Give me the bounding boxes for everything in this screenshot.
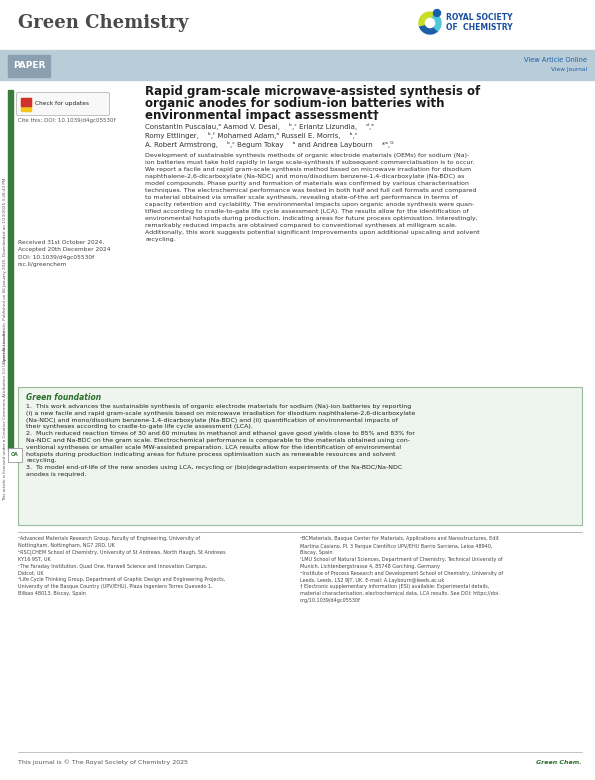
Text: View Journal: View Journal <box>551 66 587 72</box>
Circle shape <box>434 9 440 16</box>
Bar <box>8 448 22 462</box>
Text: environmental impact assessment†: environmental impact assessment† <box>145 109 379 122</box>
Text: 1.  This work advances the sustainable synthesis of organic electrode materials : 1. This work advances the sustainable sy… <box>26 404 415 477</box>
Bar <box>21 98 31 106</box>
Bar <box>21 98 31 111</box>
Text: OF  CHEMISTRY: OF CHEMISTRY <box>446 23 513 33</box>
Text: Received 31st October 2024,
Accepted 20th December 2024
DOI: 10.1039/d4gc05530f
: Received 31st October 2024, Accepted 20t… <box>18 240 111 268</box>
Wedge shape <box>419 24 438 34</box>
Bar <box>8 55 50 77</box>
Text: Cite this: DOI: 10.1039/d4gc05530f: Cite this: DOI: 10.1039/d4gc05530f <box>18 118 115 123</box>
Text: Green foundation: Green foundation <box>26 393 101 402</box>
Text: A. Robert Armstrong,    ᵇ,ᶜ Begum Tokay    ᵃ and Andrea Laybourn    *ᵃ,ᴳ: A. Robert Armstrong, ᵇ,ᶜ Begum Tokay ᵃ a… <box>145 141 393 148</box>
FancyBboxPatch shape <box>17 93 109 115</box>
Wedge shape <box>419 12 433 26</box>
Text: ROYAL SOCIETY: ROYAL SOCIETY <box>446 13 512 23</box>
Text: Check for updates: Check for updates <box>35 101 89 107</box>
Text: This article is licensed under a Creative Commons Attribution 3.0 Unported Licen: This article is licensed under a Creativ… <box>3 329 7 502</box>
Text: OA: OA <box>11 452 19 458</box>
Text: This journal is © The Royal Society of Chemistry 2025: This journal is © The Royal Society of C… <box>18 759 188 765</box>
Bar <box>0 50 595 80</box>
Text: Rapid gram-scale microwave-assisted synthesis of: Rapid gram-scale microwave-assisted synt… <box>145 85 480 98</box>
Wedge shape <box>431 12 441 30</box>
Text: Development of sustainable synthesis methods of organic electrode materials (OEM: Development of sustainable synthesis met… <box>145 153 480 242</box>
Text: PAPER: PAPER <box>13 62 45 70</box>
Text: Green Chemistry: Green Chemistry <box>18 14 189 32</box>
Text: Green Chem.: Green Chem. <box>536 760 582 764</box>
Text: ᵉBCMaterials, Basque Center for Materials, Applications and Nanostructures, Edif: ᵉBCMaterials, Basque Center for Material… <box>300 536 503 603</box>
Text: organic anodes for sodium-ion batteries with: organic anodes for sodium-ion batteries … <box>145 97 444 110</box>
Bar <box>8 90 13 450</box>
Text: Constantin Puscalau,ᵃ Aamod V. Desai,    ᵇ,ᶜ Erlantz Lizundia,    ᵈ,ᵉ: Constantin Puscalau,ᵃ Aamod V. Desai, ᵇ,… <box>145 123 374 130</box>
Text: View Article Online: View Article Online <box>524 57 587 63</box>
Text: Open Access Article. Published on 06 January 2025. Downloaded on 1/23/2025 3:28:: Open Access Article. Published on 06 Jan… <box>3 177 7 363</box>
Text: ᵃAdvanced Materials Research Group, Faculty of Engineering, University of
Nottin: ᵃAdvanced Materials Research Group, Facu… <box>18 536 226 596</box>
Text: Romy Ettlinger,    ᵇ,ᶠ Mohamed Adam,ᵃ Russell E. Morris,    ᵇ,ᶜ: Romy Ettlinger, ᵇ,ᶠ Mohamed Adam,ᵃ Russe… <box>145 132 358 139</box>
FancyBboxPatch shape <box>18 387 582 525</box>
